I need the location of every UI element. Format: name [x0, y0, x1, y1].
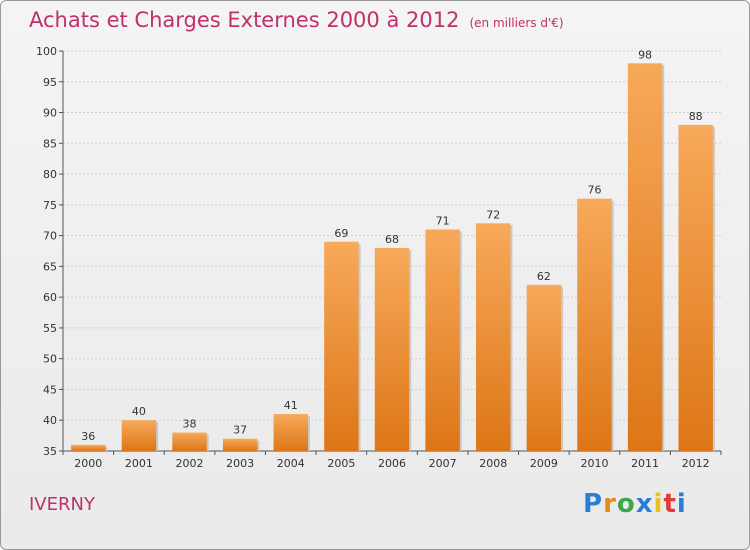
- y-tick-label: 45: [43, 383, 57, 396]
- chart-title-text: Achats et Charges Externes 2000 à 2012: [29, 8, 460, 32]
- bar-2000: [71, 444, 106, 451]
- y-tick-label: 70: [43, 230, 57, 243]
- bar-2001: [121, 420, 157, 451]
- data-label-2001: 40: [132, 405, 146, 418]
- bar-2006: [374, 247, 410, 451]
- y-tick-label: 85: [43, 137, 57, 150]
- data-label-2006: 68: [385, 233, 399, 246]
- y-tick-label: 40: [43, 414, 57, 427]
- x-tick-label-2004: 2004: [277, 457, 305, 470]
- x-tick-label-2007: 2007: [429, 457, 457, 470]
- y-tick-label: 60: [43, 291, 57, 304]
- data-label-2008: 72: [486, 208, 500, 221]
- data-label-2007: 71: [436, 214, 450, 227]
- data-label-2012: 88: [689, 110, 703, 123]
- y-tick-label: 95: [43, 76, 57, 89]
- y-tick-label: 50: [43, 353, 57, 366]
- bar-2011: [627, 63, 663, 452]
- y-tick-label: 65: [43, 260, 57, 273]
- bar-2003: [222, 438, 258, 451]
- y-tick-label: 100: [36, 45, 57, 58]
- x-tick-label-2008: 2008: [479, 457, 507, 470]
- data-label-2003: 37: [233, 424, 247, 437]
- y-tick-label: 35: [43, 445, 57, 458]
- bar-2009: [526, 284, 562, 451]
- x-tick-label-2000: 2000: [74, 457, 102, 470]
- bars: [71, 63, 715, 452]
- y-tick-label: 80: [43, 168, 57, 181]
- chart-title: Achats et Charges Externes 2000 à 2012 (e…: [29, 8, 564, 32]
- x-tick-label-2012: 2012: [682, 457, 710, 470]
- x-tick-label-2005: 2005: [327, 457, 355, 470]
- bar-2002: [172, 432, 207, 451]
- data-label-2004: 41: [284, 399, 298, 412]
- bar-2008: [476, 223, 511, 451]
- x-tick-label-2001: 2001: [125, 457, 153, 470]
- x-tick-label-2006: 2006: [378, 457, 406, 470]
- data-labels: 36 40 38 37 41 69 68 71 72 62 76 98 88: [81, 48, 702, 443]
- commune-name: IVERNY: [29, 494, 95, 515]
- data-label-2002: 38: [183, 418, 197, 431]
- bar-2005: [324, 241, 359, 451]
- x-tick-label-2011: 2011: [631, 457, 659, 470]
- x-tick-label-2010: 2010: [580, 457, 608, 470]
- data-label-2010: 76: [587, 184, 601, 197]
- data-label-2009: 62: [537, 270, 551, 283]
- data-label-2000: 36: [81, 430, 95, 443]
- proxiti-logo: Proxiti: [583, 489, 687, 519]
- data-label-2005: 69: [334, 227, 348, 240]
- y-tick-label: 75: [43, 199, 57, 212]
- x-tick-label-2003: 2003: [226, 457, 254, 470]
- y-tick-label: 90: [43, 107, 57, 120]
- x-tick-label-2009: 2009: [530, 457, 558, 470]
- x-tick-label-2002: 2002: [176, 457, 204, 470]
- bar-2010: [577, 198, 612, 451]
- bar-2012: [678, 124, 713, 451]
- y-tick-label: 55: [43, 322, 57, 335]
- bar-2004: [273, 414, 308, 451]
- axes: 35 40 45 50 55 60 65 70 75 80 85 90 95 100 2000 2001 200…: [36, 45, 722, 470]
- bar-2007: [425, 229, 460, 451]
- data-label-2011: 98: [638, 48, 652, 61]
- chart-subtitle: (en milliers d'€): [469, 16, 564, 30]
